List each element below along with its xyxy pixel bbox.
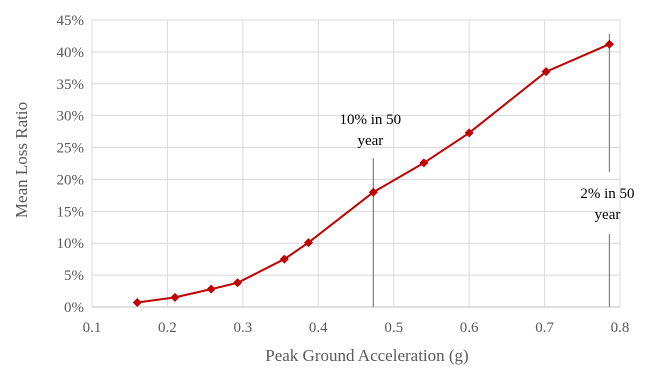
annotation-text: 2% in 50	[580, 186, 634, 202]
y-tick-label: 45%	[57, 13, 85, 29]
data-point	[541, 67, 551, 77]
y-tick-label: 15%	[57, 204, 85, 220]
x-tick-label: 0.4	[309, 320, 328, 336]
y-tick-label: 10%	[57, 236, 85, 252]
y-axis-label: Mean Loss Ratio	[12, 102, 31, 218]
data-point	[419, 158, 429, 168]
y-tick-label: 40%	[57, 45, 85, 61]
data-point	[279, 254, 289, 264]
tick-labels: 0% 5% 10% 15% 20% 25% 30% 35% 40% 45% 0.1 0.2 0.3 0.4…	[57, 13, 630, 336]
grid	[91, 19, 621, 308]
series	[132, 39, 614, 308]
x-tick-label: 0.3	[233, 320, 252, 336]
annotations: 10% in 50 year 2% in 50 year	[340, 112, 635, 223]
data-point	[206, 284, 216, 294]
y-tick-label: 0%	[64, 300, 84, 316]
data-point	[464, 128, 474, 138]
x-tick-label: 0.7	[535, 320, 554, 336]
y-tick-label: 20%	[57, 172, 85, 188]
x-tick-label: 0.8	[611, 320, 630, 336]
data-point	[132, 298, 142, 308]
data-point	[368, 187, 378, 197]
annotation-text: year	[357, 133, 383, 149]
annotation-text: 10% in 50	[340, 112, 402, 128]
x-tick-label: 0.1	[83, 320, 102, 336]
y-tick-label: 35%	[57, 77, 85, 93]
data-point	[170, 292, 180, 302]
y-tick-label: 5%	[64, 268, 84, 284]
x-tick-label: 0.5	[384, 320, 403, 336]
x-tick-label: 0.2	[158, 320, 177, 336]
y-tick-label: 30%	[57, 109, 85, 125]
annotation-text: year	[595, 207, 621, 223]
reference-lines	[372, 34, 611, 307]
y-tick-label: 25%	[57, 141, 85, 157]
data-point	[604, 39, 614, 49]
x-tick-label: 0.6	[460, 320, 479, 336]
x-axis-label: Peak Ground Acceleration (g)	[265, 346, 468, 365]
data-point	[303, 238, 313, 248]
data-point	[233, 278, 243, 288]
